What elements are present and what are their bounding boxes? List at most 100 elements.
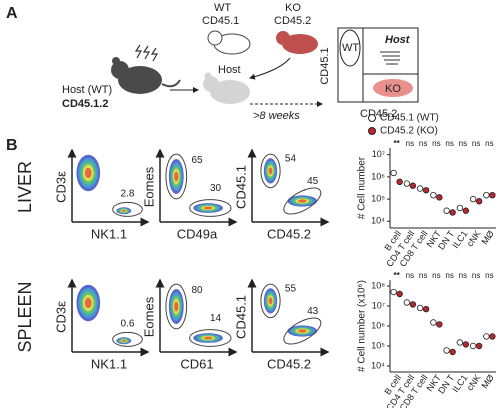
dot [416,185,424,192]
significance: ns [419,271,427,280]
x-axis-label: CD45.2 [267,226,311,241]
panel-label: A [6,5,18,22]
dot [416,304,424,312]
wt-mouse [207,30,251,55]
dot [443,207,450,214]
significance: ns [472,139,480,148]
density [121,209,126,212]
gate-percent: 45 [307,176,319,187]
density [268,297,273,305]
gate-percent: 43 [307,306,319,317]
x-axis-label: NK1.1 [91,226,127,241]
density [298,329,307,333]
y-tick-label: 10⁴ [371,360,385,370]
density [84,167,92,179]
gate-y-label: CD45.1 [319,47,331,84]
density [121,339,126,342]
dot [436,194,443,201]
flow-plot: CD45.1 CD45.2 54 45 [233,148,330,241]
gate [165,283,188,330]
x-axis-label: CD49a [177,226,218,241]
gate-percent: 65 [191,155,203,166]
legend-label: CD45.1 (WT) [380,113,439,124]
density [268,167,273,175]
category-label: MØ [479,229,496,247]
dot [403,299,411,306]
flow-plot: Eomes CD49a 65 30 [141,148,238,241]
significance: ns [472,271,480,280]
y-tick-label: 10⁷ [372,149,385,159]
dot [462,207,470,214]
x-axis-label: CD61 [180,356,213,371]
ko-strain: CD45.2 [274,15,311,27]
dot [449,209,456,216]
gate [283,187,322,215]
flow-plot: Eomes CD61 80 14 [141,278,238,371]
arrow [249,57,291,80]
recipient-label: Host [218,64,241,76]
significance: ns [445,139,453,148]
gate [260,153,281,189]
flow-plot: CD3ε NK1.1 0.6 [53,278,150,371]
significance: ** [394,271,401,280]
density [174,301,179,312]
density [203,336,213,340]
y-tick-label: 10⁷ [372,300,385,310]
y-tick-label: 10⁴ [371,216,385,226]
wt-label: WT [214,2,231,14]
dot [489,191,496,199]
duration: >8 weeks [253,110,300,122]
gate-percent: 55 [285,284,297,295]
density [174,171,179,182]
gate-percent: 2.8 [121,189,135,200]
y-axis-label: Eomes [141,166,156,207]
y-tick-label: 10⁸ [371,280,385,290]
legend-label: CD45.2 (KO) [380,126,438,137]
significance: ns [406,271,414,280]
x-axis-label: NK1.1 [91,356,127,371]
gate-ko: KO [385,83,401,95]
legend-marker [368,114,376,122]
y-tick-label: 10⁶ [371,171,385,181]
significance: ns [445,271,453,280]
significance: ns [419,139,427,148]
gate [112,201,143,217]
gate-wt: WT [342,42,359,54]
gate [189,329,232,347]
dot [436,321,443,328]
dot [409,182,417,189]
dot [409,301,417,308]
density [298,199,307,203]
dot [489,333,496,340]
dot [422,305,430,313]
significance: ns [485,139,493,148]
dot [422,187,430,194]
ko-mouse [276,31,318,54]
significance: ns [432,139,440,148]
dot [483,333,490,340]
tissue-label: SPLEEN [15,281,35,352]
gate [260,283,281,319]
host-strain: CD45.1.2 [62,98,108,110]
dot [443,347,450,354]
y-axis-label: # Cell number [357,156,368,219]
x-axis-label: CD45.2 [267,356,311,371]
significance: ns [459,139,467,148]
gate-percent: 80 [191,285,203,296]
dot [475,342,483,350]
density [203,206,213,210]
dot [475,198,483,205]
dot [456,204,464,212]
significance: ns [406,139,414,148]
gate-percent: 14 [210,313,222,324]
gate [283,317,322,345]
significance: ns [459,271,467,280]
gate-percent: 30 [210,183,222,194]
dot [403,180,411,187]
dot [430,191,437,199]
y-axis-label: CD3ε [53,171,68,203]
significance: ** [394,139,401,148]
dot [483,191,490,199]
